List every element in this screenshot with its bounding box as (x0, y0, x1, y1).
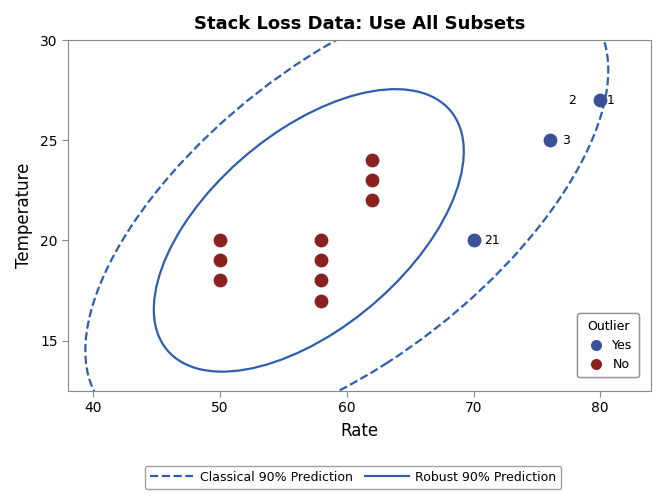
Text: 2: 2 (569, 94, 577, 106)
Legend: Classical 90% Prediction, Robust 90% Prediction: Classical 90% Prediction, Robust 90% Pre… (145, 466, 561, 489)
Point (316, 236, 327, 244)
Title: Stack Loss Data: Use All Subsets: Stack Loss Data: Use All Subsets (194, 15, 525, 33)
Point (214, 236, 225, 244)
Point (316, 256, 327, 264)
Point (214, 276, 225, 284)
Point (468, 236, 479, 244)
Point (316, 296, 327, 304)
Y-axis label: Temperature: Temperature (15, 162, 33, 268)
Point (367, 196, 378, 204)
Text: 1: 1 (607, 94, 615, 106)
Legend: Yes, No: Yes, No (577, 314, 639, 378)
X-axis label: Rate: Rate (340, 422, 378, 440)
Point (367, 156, 378, 164)
Text: 3: 3 (562, 134, 570, 147)
Point (367, 176, 378, 184)
Point (316, 276, 327, 284)
Point (214, 256, 225, 264)
Point (595, 96, 605, 104)
Point (544, 136, 555, 144)
Text: 21: 21 (484, 234, 500, 247)
